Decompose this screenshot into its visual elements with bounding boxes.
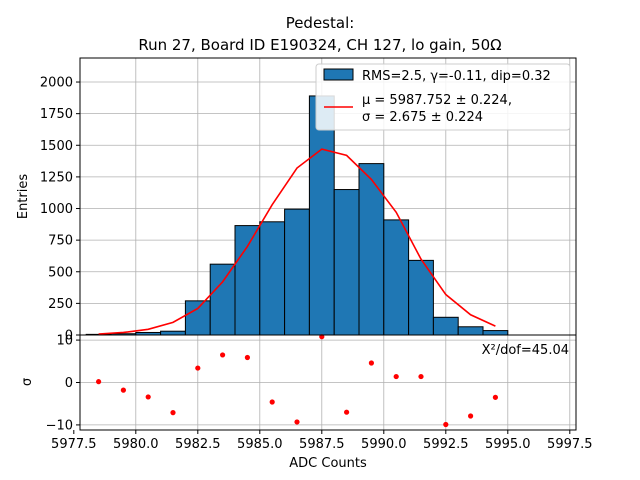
histogram-y-tick-label: 1000 [40, 202, 73, 217]
chart-title-line-2: Run 27, Board ID E190324, CH 127, lo gai… [138, 36, 501, 54]
legend-bar-swatch [323, 68, 354, 81]
histogram-bar [383, 219, 410, 336]
residual-point [443, 421, 449, 428]
residual-y-tick-label: −10 [46, 418, 73, 433]
residual-point [492, 394, 498, 400]
legend-fit-label-line-1: μ = 5987.752 ± 0.224, [362, 93, 512, 108]
histogram-bar [482, 330, 509, 336]
chart-title-line-1: Pedestal: [286, 14, 355, 32]
x-tick-label: 5987.5 [299, 437, 345, 452]
histogram-y-tick-label: 750 [48, 234, 73, 249]
residual-y-ticks: −10 0 10 [46, 334, 80, 433]
histogram-y-tick-label: 1250 [40, 170, 73, 185]
residual-gridlines [80, 335, 576, 430]
histogram-bar [284, 208, 310, 336]
residual-point [393, 373, 399, 380]
residual-point [344, 409, 350, 415]
residual-point [244, 354, 250, 361]
x-tick-label: 5997.5 [547, 437, 593, 452]
histogram-bar [160, 330, 186, 336]
legend-fit-label-line-2: σ = 2.675 ± 0.224 [362, 110, 483, 125]
residual-point [294, 419, 300, 425]
x-tick-label: 5992.5 [423, 437, 469, 452]
x-tick-label: 5977.5 [51, 437, 97, 452]
residual-y-tick-label: 0 [65, 376, 73, 391]
histogram-y-tick-label: 500 [48, 265, 73, 280]
residual-point [269, 399, 275, 405]
residual-point [468, 413, 474, 419]
chart-legend: RMS=2.5, γ=-0.11, dip=0.32 μ = 5987.752 … [315, 63, 571, 131]
legend-bar-label: RMS=2.5, γ=-0.11, dip=0.32 [362, 69, 551, 84]
histogram-bar [209, 263, 236, 336]
histogram-bar [358, 163, 385, 336]
x-tick-label: 5982.5 [175, 437, 221, 452]
residual-point [170, 410, 176, 416]
histogram-y-tick-label: 1500 [40, 139, 73, 154]
chi2-annotation: X²/dof=45.04 [482, 343, 569, 358]
residual-point [195, 365, 201, 371]
residual-x-ticks: 5977.5 5980.0 5982.5 5985.0 5987.5 5990.0 5992… [51, 430, 593, 452]
histogram-bar [184, 300, 211, 336]
histogram-bar [457, 326, 484, 336]
residual-point [96, 379, 102, 385]
residual-points [96, 334, 498, 428]
residual-point [418, 373, 424, 380]
residual-panel: −10 0 10 5977.5 5980.0 5982.5 5985.0 5987.5 599… [20, 334, 593, 471]
residual-point [145, 394, 151, 400]
x-tick-label: 5990.0 [361, 437, 407, 452]
x-tick-label: 5995.0 [485, 437, 531, 452]
histogram-bar [234, 225, 261, 336]
x-tick-label: 5980.0 [113, 437, 159, 452]
residual-point [368, 360, 374, 366]
histogram-bars [85, 95, 509, 336]
histogram-y-tick-label: 250 [48, 297, 73, 312]
x-tick-label: 5985.0 [237, 437, 283, 452]
histogram-panel: 0 250 500 750 1000 1250 1500 1750 2000 Entries R… [16, 57, 577, 344]
residual-point [220, 352, 226, 358]
histogram-bar [308, 95, 335, 336]
histogram-y-tick-label: 1750 [40, 107, 73, 122]
x-axis-label: ADC Counts [289, 456, 367, 471]
histogram-y-tick-label: 0 [65, 329, 73, 344]
legend-box [315, 63, 571, 131]
histogram-bar [333, 189, 360, 336]
histogram-bar [432, 316, 459, 336]
histogram-bar [259, 221, 286, 336]
gaussian-fit-line [98, 148, 496, 335]
histogram-y-axis-label: Entries [16, 174, 31, 220]
residual-y-tick-label: 10 [56, 334, 73, 349]
histogram-y-tick-label: 2000 [40, 76, 73, 91]
residual-point [120, 387, 126, 393]
residual-y-axis-label: σ [20, 378, 35, 386]
histogram-y-ticks: 0 250 500 750 1000 1250 1500 1750 2000 [40, 76, 80, 344]
